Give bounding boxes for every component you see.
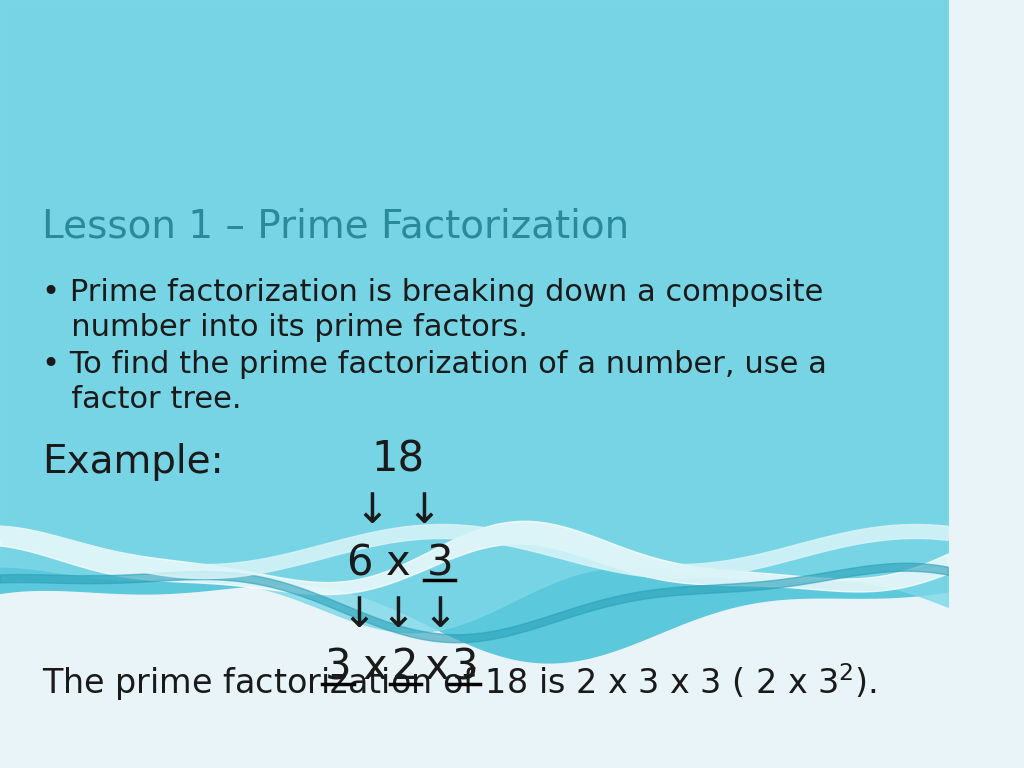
- Text: 6: 6: [346, 542, 373, 584]
- Text: x: x: [362, 646, 387, 688]
- Text: Lesson 1 – Prime Factorization: Lesson 1 – Prime Factorization: [42, 208, 629, 246]
- Text: ↓: ↓: [381, 594, 416, 636]
- Text: ↓: ↓: [407, 490, 441, 532]
- Text: • Prime factorization is breaking down a composite: • Prime factorization is breaking down a…: [42, 278, 823, 307]
- Text: 3: 3: [426, 542, 453, 584]
- Text: ↓: ↓: [342, 594, 377, 636]
- Text: 3: 3: [452, 646, 478, 688]
- Text: 3: 3: [325, 646, 351, 688]
- Text: factor tree.: factor tree.: [42, 385, 241, 414]
- Text: ↓: ↓: [354, 490, 389, 532]
- Text: x: x: [386, 542, 411, 584]
- Text: • To find the prime factorization of a number, use a: • To find the prime factorization of a n…: [42, 350, 826, 379]
- Text: Example:: Example:: [42, 443, 223, 481]
- Text: 2: 2: [392, 646, 419, 688]
- Text: number into its prime factors.: number into its prime factors.: [42, 313, 527, 342]
- Text: The prime factorization of 18 is 2 x 3 x 3 ( 2 x 3$^2$).: The prime factorization of 18 is 2 x 3 x…: [42, 661, 877, 703]
- Text: x: x: [425, 646, 450, 688]
- Text: ↓: ↓: [422, 594, 457, 636]
- Text: 18: 18: [372, 438, 425, 480]
